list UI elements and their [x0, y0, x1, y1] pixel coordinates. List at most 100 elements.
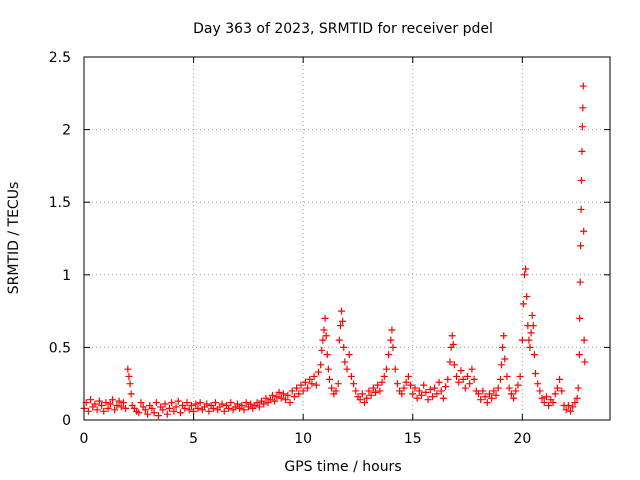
data-point — [168, 399, 176, 407]
data-point — [100, 407, 108, 415]
data-point — [393, 380, 401, 388]
data-point — [576, 278, 584, 286]
data-point — [437, 387, 445, 395]
data-point — [117, 403, 125, 411]
data-point — [562, 406, 570, 414]
data-point — [475, 390, 482, 398]
data-point — [113, 401, 121, 409]
data-point — [297, 381, 305, 389]
data-point — [564, 401, 572, 409]
data-point — [538, 394, 546, 402]
data-point — [415, 387, 423, 395]
data-point — [181, 404, 189, 412]
data-point — [519, 300, 527, 308]
data-point — [218, 400, 226, 408]
data-point — [260, 400, 268, 408]
data-point — [369, 384, 377, 392]
data-point — [328, 384, 336, 392]
x-tick-label: 0 — [80, 431, 89, 447]
data-point — [135, 409, 143, 417]
data-point — [367, 391, 375, 399]
data-point — [288, 387, 296, 395]
data-point — [542, 393, 550, 401]
data-point — [95, 397, 103, 405]
data-point — [569, 403, 577, 411]
data-point — [159, 406, 167, 414]
data-point — [319, 336, 327, 344]
data-point — [494, 384, 502, 392]
data-point — [111, 406, 119, 414]
data-point — [339, 317, 347, 325]
data-point — [170, 407, 178, 415]
data-point — [505, 384, 513, 392]
data-point — [398, 390, 406, 398]
data-point — [266, 396, 274, 404]
data-point — [453, 372, 461, 380]
data-point — [183, 399, 191, 407]
data-point — [530, 351, 538, 359]
data-point — [577, 242, 585, 250]
data-points — [80, 82, 589, 420]
data-point — [308, 380, 316, 388]
y-tick-label: 1 — [62, 268, 71, 284]
data-point — [84, 407, 92, 415]
data-point — [335, 336, 343, 344]
data-point — [450, 361, 458, 369]
data-point — [580, 336, 588, 344]
data-point — [242, 399, 250, 407]
data-point — [558, 387, 566, 395]
data-point — [122, 404, 130, 412]
data-point — [576, 314, 584, 322]
data-point — [205, 407, 213, 415]
plot-frame — [83, 56, 611, 421]
data-point — [521, 271, 529, 279]
data-point — [301, 378, 309, 386]
x-tick-label: 5 — [189, 431, 198, 447]
data-point — [282, 396, 290, 404]
data-point — [152, 399, 160, 407]
data-point — [363, 394, 371, 402]
data-point — [574, 384, 582, 392]
y-axis-label: SRMTID / TECUs — [6, 182, 22, 295]
data-point — [483, 399, 491, 407]
data-point — [449, 340, 457, 348]
data-point — [498, 361, 506, 369]
x-tick-label: 10 — [294, 431, 312, 447]
data-point — [87, 396, 95, 404]
data-point — [516, 372, 524, 380]
data-point — [459, 375, 467, 383]
y-tick-label: 2 — [62, 123, 71, 139]
data-point — [426, 386, 434, 394]
data-point — [203, 400, 211, 408]
data-point — [518, 336, 526, 344]
data-point — [522, 265, 530, 273]
data-point — [556, 375, 564, 383]
data-point — [523, 293, 531, 301]
data-point — [578, 147, 586, 155]
data-point — [435, 378, 443, 386]
data-point — [545, 401, 553, 409]
data-point — [510, 394, 518, 402]
data-point — [580, 227, 588, 235]
axis-ticks: 0 5 10 15 20 0 0.5 1 1.5 2 2.5 — [49, 50, 610, 447]
data-point — [255, 403, 263, 411]
data-point — [579, 104, 587, 112]
data-point — [496, 375, 504, 383]
data-point — [174, 397, 182, 405]
data-point — [567, 407, 575, 415]
x-tick-label: 15 — [404, 431, 422, 447]
data-point — [391, 365, 399, 373]
data-point — [227, 399, 235, 407]
data-point — [290, 393, 298, 401]
data-point — [413, 394, 421, 402]
data-point — [312, 381, 320, 389]
data-point — [225, 404, 233, 412]
data-point — [144, 410, 152, 418]
data-point — [332, 387, 340, 395]
data-point — [124, 365, 132, 373]
data-point — [479, 387, 487, 395]
data-point — [293, 384, 301, 392]
data-point — [422, 388, 430, 396]
data-point — [388, 326, 396, 334]
